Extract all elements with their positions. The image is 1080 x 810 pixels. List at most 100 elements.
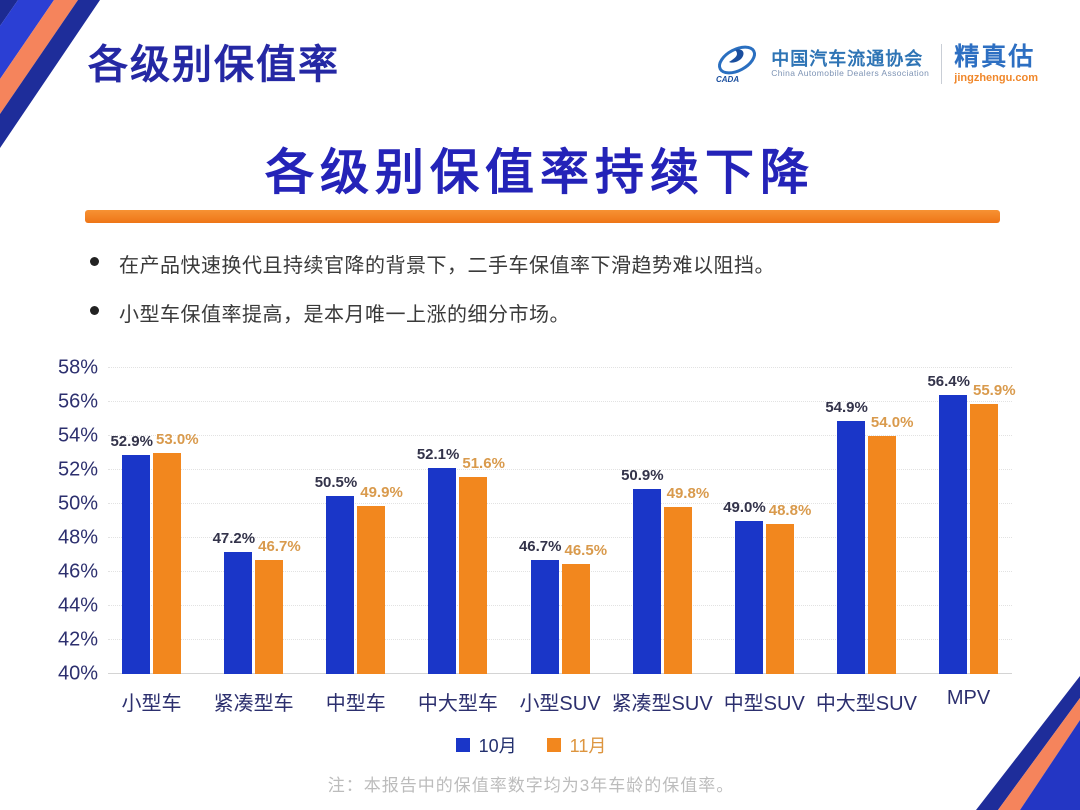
svg-text:CADA: CADA	[716, 75, 739, 84]
legend-label: 10月	[478, 736, 517, 756]
cada-logo-icon: CADA	[716, 45, 757, 84]
x-axis-label: 小型SUV	[519, 693, 601, 715]
y-axis-tick: 46%	[57, 560, 98, 583]
x-axis-label: 紧凑型SUV	[611, 693, 713, 715]
bar-11月: 49.8%	[663, 485, 709, 674]
bar-value-label: 50.9%	[621, 466, 664, 484]
bar-10月: 54.9%	[825, 399, 868, 674]
bar-11月: 48.8%	[765, 502, 811, 674]
brand-names: 精真估 jingzhengu.com	[954, 44, 1038, 84]
bar-value-label: 46.5%	[564, 541, 608, 559]
logo-block: CADA 中国汽车流通协会 China Automobile Dealers A…	[713, 42, 1038, 86]
y-axis-tick: 42%	[57, 628, 98, 651]
org-names: 中国汽车流通协会 China Automobile Dealers Associ…	[771, 49, 929, 79]
gridline	[108, 605, 1012, 607]
gridline	[108, 639, 1012, 641]
x-axis-line	[108, 673, 1012, 674]
bar-11月: 55.9%	[970, 382, 1016, 674]
bullet-dot-icon	[90, 306, 99, 315]
headline-title: 各级别保值率持续下降	[264, 146, 815, 200]
bar-11月: 54.0%	[867, 414, 913, 674]
bar-10月: 49.0%	[723, 499, 766, 674]
legend: 10月 11月	[50, 732, 1012, 758]
bar-value-label: 46.7%	[518, 538, 562, 556]
plot-area: 52.9% 53.0% 小型车 47.2% 46.7% 紧凑型车 50.5% 49.9% 中型车…	[108, 367, 1016, 716]
bar-group: 56.4% 55.9% MPV	[927, 368, 1016, 709]
gridline	[108, 367, 1012, 368]
bullet-dot-icon	[90, 257, 99, 266]
bar-value-label: 54.0%	[870, 414, 914, 431]
x-axis-label: 紧凑型车	[213, 693, 294, 715]
bar-group: 50.9% 49.8% 紧凑型SUV	[612, 368, 713, 715]
bar-10月: 46.7%	[519, 538, 562, 674]
x-axis-label: 中大型车	[417, 693, 498, 715]
bar-group: 46.7% 46.5% 小型SUV	[519, 368, 607, 715]
bullet-item: 在产品快速换代且持续官降的背景下，二手车保值率下滑趋势难以阻挡。	[88, 249, 775, 278]
legend-label: 11月	[569, 736, 607, 756]
plot-row: 40% 42% 44% 46% 48% 50% 52% 54% 56% 58% 52.9% 53.0…	[50, 357, 1016, 716]
corner-stripes-top-left-icon	[0, 0, 100, 148]
bar-value-label: 50.5%	[314, 473, 358, 491]
bar-value-label: 49.0%	[723, 499, 766, 516]
bar-value-label: 56.4%	[927, 373, 970, 391]
y-axis-tick: 40%	[57, 662, 98, 685]
bar-10月: 56.4%	[927, 373, 970, 674]
headline-divider	[85, 210, 1000, 223]
bar-value-label: 52.9%	[110, 432, 153, 450]
bar-value-label: 53.0%	[156, 431, 199, 448]
bar-10月: 52.9%	[110, 433, 153, 674]
corner-stripes-bottom-right-icon	[976, 676, 1080, 810]
bar-groups: 52.9% 53.0% 小型车 47.2% 46.7% 紧凑型车 50.5% 49.9% 中型车…	[108, 368, 1016, 716]
legend-item: 11月	[546, 732, 607, 758]
bar-value-label: 46.7%	[258, 538, 301, 556]
bar-10月: 52.1%	[417, 446, 459, 674]
logo-divider	[941, 44, 943, 84]
page-title: 各级别保值率	[88, 43, 340, 87]
y-axis-tick: 48%	[57, 526, 98, 549]
bar-11月: 46.5%	[561, 542, 607, 674]
gridline	[108, 571, 1012, 572]
x-axis-label: MPV	[946, 687, 991, 709]
bar-value-label: 48.8%	[768, 502, 812, 520]
y-axis-tick: 56%	[57, 390, 98, 413]
bullet-item: 小型车保值率提高，是本月唯一上涨的细分市场。	[88, 298, 775, 327]
x-axis-label: 中型车	[325, 693, 386, 715]
bar-value-label: 54.9%	[825, 398, 868, 416]
bar-group: 54.9% 54.0% 中大型SUV	[816, 368, 917, 715]
gridline	[108, 503, 1012, 504]
bar-group: 52.1% 51.6% 中大型车	[417, 368, 505, 715]
bar-10月: 47.2%	[213, 530, 255, 674]
bar-11月: 49.9%	[357, 484, 403, 674]
bar-10月: 50.9%	[621, 467, 664, 674]
x-axis-label: 中大型SUV	[815, 693, 917, 715]
bar-value-label: 49.8%	[666, 485, 710, 503]
x-axis-label: 中型SUV	[723, 693, 805, 715]
bar-group: 49.0% 48.8% 中型SUV	[723, 368, 811, 715]
bullet-text: 在产品快速换代且持续官降的背景下，二手车保值率下滑趋势难以阻挡。	[119, 255, 775, 277]
bar-group: 47.2% 46.7% 紧凑型车	[213, 368, 301, 715]
bar-chart: 40% 42% 44% 46% 48% 50% 52% 54% 56% 58% 52.9% 53.0…	[50, 357, 1016, 796]
chart-footnote: 注：本报告中的保值率数字均为3年车龄的保值率。	[327, 776, 735, 795]
gridline	[108, 537, 1012, 539]
y-axis-tick: 54%	[57, 424, 98, 447]
legend-swatch-icon	[455, 738, 470, 752]
bullet-list: 在产品快速换代且持续官降的背景下，二手车保值率下滑趋势难以阻挡。 小型车保值率提…	[88, 249, 775, 347]
bar-group: 52.9% 53.0% 小型车	[110, 368, 198, 715]
bar-value-label: 55.9%	[973, 381, 1016, 399]
legend-item: 10月	[455, 732, 517, 758]
bar-value-label: 51.6%	[462, 454, 505, 472]
y-axis-tick: 50%	[57, 492, 98, 515]
legend-swatch-icon	[546, 738, 561, 752]
y-axis-tick: 44%	[57, 594, 98, 617]
gridline	[108, 435, 1012, 436]
x-axis-label: 小型车	[121, 693, 182, 715]
y-axis-tick: 52%	[57, 458, 98, 481]
bar-group: 50.5% 49.9% 中型车	[315, 368, 403, 716]
bar-value-label: 49.9%	[360, 483, 403, 501]
org-name-cn: 中国汽车流通协会	[771, 48, 924, 69]
bar-10月: 50.5%	[315, 474, 357, 674]
brand-url: jingzhengu.com	[954, 71, 1038, 84]
bar-value-label: 47.2%	[212, 529, 256, 547]
y-axis: 40% 42% 44% 46% 48% 50% 52% 54% 56% 58%	[50, 357, 108, 685]
